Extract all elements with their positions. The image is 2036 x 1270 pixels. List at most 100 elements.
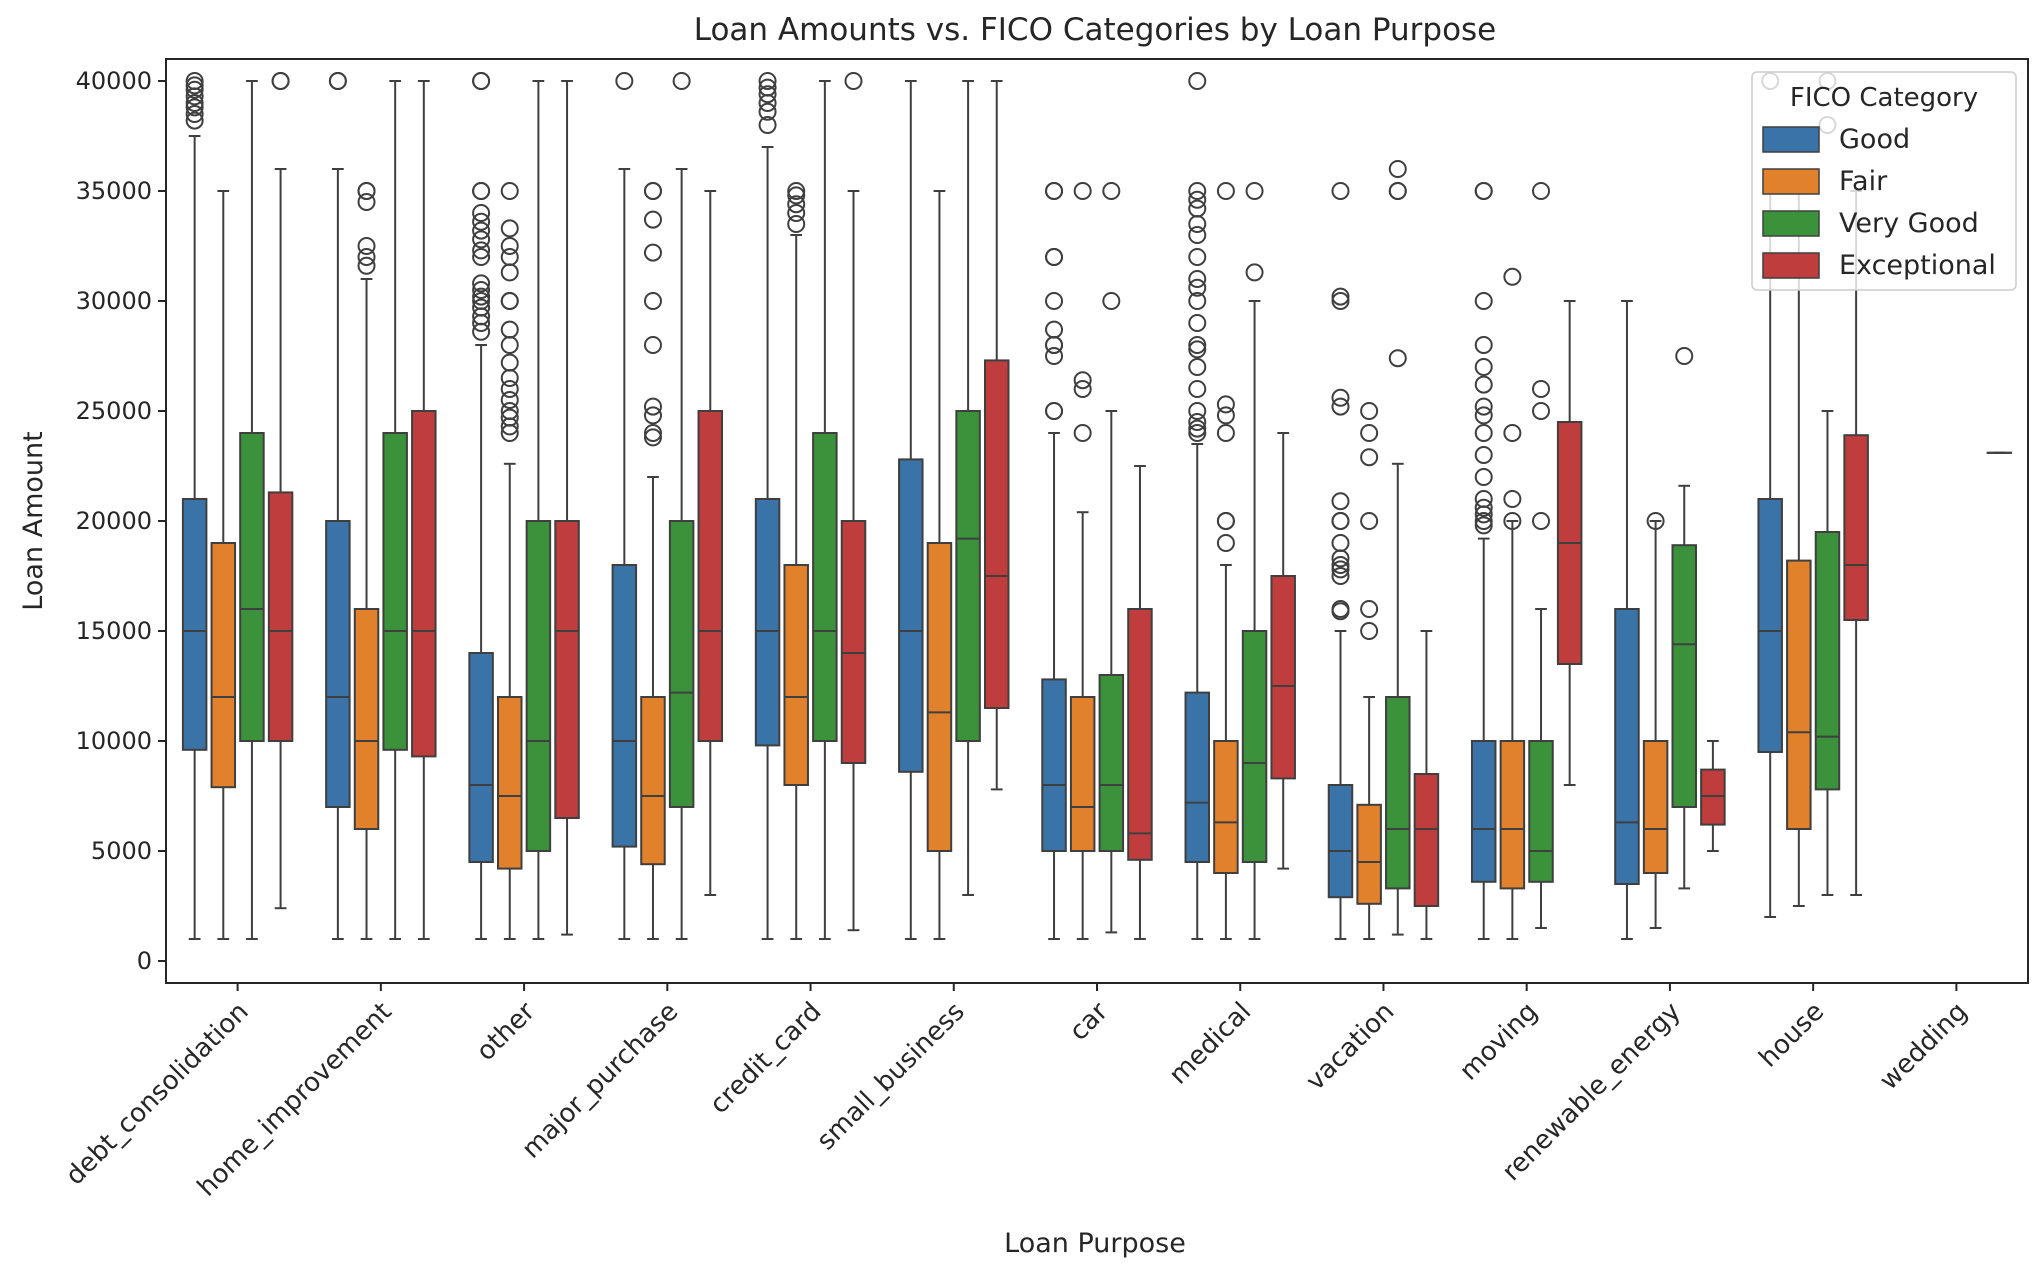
box-group — [1356, 402, 1382, 940]
box — [697, 410, 724, 742]
outlier-point — [1360, 448, 1379, 467]
outlier-point — [1045, 347, 1064, 365]
outlier-point — [472, 212, 491, 231]
outlier-point — [787, 186, 806, 205]
outlier-point — [1073, 380, 1092, 398]
outlier-point — [472, 241, 491, 260]
box — [1327, 784, 1354, 899]
outlier-point — [1216, 182, 1235, 200]
outlier-point — [500, 219, 519, 238]
box-group — [1413, 630, 1440, 940]
box — [1213, 740, 1239, 874]
box-group — [1184, 72, 1211, 940]
box — [497, 696, 523, 870]
outlier-point — [844, 72, 863, 90]
box-group — [1098, 182, 1125, 934]
box-group — [1499, 267, 1526, 940]
outlier-point — [500, 402, 519, 420]
box-group — [239, 80, 265, 940]
y-tick-label: 0 — [137, 947, 152, 975]
box-group — [1470, 182, 1497, 940]
outlier-point — [1503, 490, 1522, 508]
outlier-point — [1188, 199, 1207, 218]
outlier-point — [185, 80, 204, 99]
box-group — [1241, 182, 1268, 940]
box — [1757, 498, 1783, 753]
outlier-point — [1474, 516, 1493, 535]
outlier-point — [357, 182, 376, 200]
box-group — [1069, 182, 1096, 940]
y-tick-label: 25000 — [76, 397, 152, 425]
y-tick-label: 5000 — [91, 837, 152, 865]
outlier-point — [472, 182, 491, 200]
outlier-point — [643, 210, 662, 229]
outlier-point — [1331, 292, 1350, 310]
box-group — [697, 190, 724, 896]
outlier-point — [357, 256, 376, 275]
box-group — [468, 72, 494, 940]
outlier-point — [1188, 72, 1207, 90]
box-group — [898, 80, 924, 940]
outlier-point — [185, 72, 204, 90]
box — [983, 359, 1010, 709]
legend-swatch — [1762, 126, 1820, 153]
box — [353, 608, 380, 830]
outlier-point — [1503, 267, 1522, 286]
box-group — [668, 72, 695, 940]
outlier-point — [1474, 336, 1493, 354]
outlier-point — [1360, 600, 1379, 618]
box — [1413, 773, 1440, 907]
box-group — [1614, 300, 1640, 940]
box-group — [1270, 432, 1296, 870]
x-axis-label: Loan Purpose — [1004, 1228, 1186, 1259]
outlier-point — [1503, 424, 1522, 442]
outlier-point — [1188, 270, 1207, 288]
box-group — [1786, 190, 1812, 907]
box — [840, 520, 867, 764]
outlier-point — [500, 237, 519, 255]
outlier-point — [1360, 402, 1379, 420]
box-group — [754, 72, 781, 940]
y-tick-label: 30000 — [76, 287, 152, 315]
box — [1642, 740, 1669, 874]
legend-entry-label: Good — [1839, 124, 1910, 155]
outlier-point — [357, 237, 376, 255]
outlier-point — [1331, 287, 1350, 306]
outlier-point — [1188, 419, 1207, 438]
outlier-point — [1331, 600, 1350, 618]
box — [898, 458, 924, 773]
box — [1356, 803, 1382, 905]
box — [525, 520, 552, 852]
outlier-point — [1360, 622, 1379, 640]
outlier-point — [1216, 406, 1235, 425]
box — [1614, 608, 1640, 885]
box-group — [353, 182, 380, 940]
outlier-point — [185, 111, 204, 130]
legend-entry-label: Exceptional — [1839, 250, 1996, 281]
box-group — [812, 80, 838, 940]
outlier-point — [1045, 320, 1064, 339]
box-group — [411, 80, 437, 940]
outlier-point — [1073, 424, 1092, 442]
box-group — [983, 80, 1010, 791]
box-group — [382, 80, 408, 940]
box-group — [1556, 300, 1583, 786]
y-tick-label: 10000 — [76, 727, 152, 755]
box — [1385, 696, 1411, 890]
outlier-point — [1360, 424, 1379, 442]
box-group — [1127, 465, 1153, 940]
outlier-point — [500, 408, 519, 427]
box — [1786, 559, 1812, 830]
outlier-point — [1045, 292, 1064, 310]
outlier-point — [787, 204, 806, 222]
outlier-point — [271, 72, 290, 90]
outlier-point — [1532, 512, 1551, 530]
outlier-point — [1474, 406, 1493, 425]
outlier-point — [1360, 512, 1379, 530]
plot-area — [181, 72, 2013, 940]
outlier-point — [1331, 560, 1350, 579]
box — [1499, 740, 1526, 890]
box — [955, 410, 981, 742]
outlier-point — [787, 182, 806, 200]
